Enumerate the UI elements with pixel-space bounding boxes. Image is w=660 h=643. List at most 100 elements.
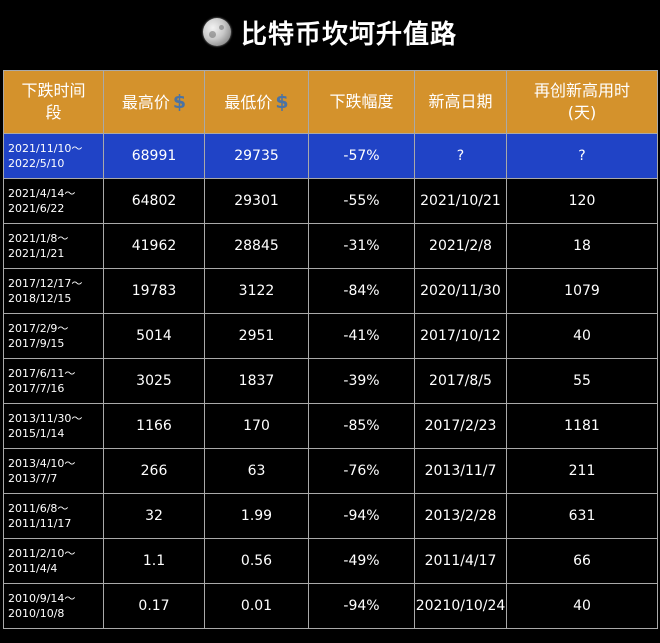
period-end: 2010/10/8: [8, 607, 65, 620]
cell-low: 63: [204, 448, 309, 494]
cell-new-high-date: 20210/10/24: [414, 583, 507, 629]
table-row: 2013/4/10～ 2013/7/7 266 63 -76% 2013/11/7 211: [3, 448, 658, 494]
table-row: 2017/12/17～ 2018/12/15 19783 3122 -84% 2020/1…: [3, 268, 658, 314]
dollar-sign-icon: $: [275, 90, 289, 113]
header-drop: 下跌幅度: [308, 70, 415, 134]
header-new-high-label: 新高日期: [428, 92, 493, 111]
table-row: 2017/6/11～ 2017/7/16 3025 1837 -39% 2017/8/5 5…: [3, 358, 658, 404]
header-period-line1: 下跌时间: [21, 81, 86, 100]
table-row: 2017/2/9～ 2017/9/15 5014 2951 -41% 2017/10/12…: [3, 313, 658, 359]
cell-high: 1166: [103, 403, 205, 449]
cell-low: 1.99: [204, 493, 309, 539]
cell-high: 64802: [103, 178, 205, 224]
cell-days: ?: [506, 133, 658, 179]
period-start: 2011/2/10～: [8, 547, 76, 560]
period-start: 2013/11/30～: [8, 412, 83, 425]
cell-drop: -31%: [308, 223, 415, 269]
cell-days: 40: [506, 313, 658, 359]
cell-drop: -94%: [308, 493, 415, 539]
cell-period: 2010/9/14～ 2010/10/8: [3, 583, 104, 629]
cell-period: 2021/11/10～ 2022/5/10: [3, 133, 104, 179]
cell-new-high-date: ?: [414, 133, 507, 179]
cell-drop: -85%: [308, 403, 415, 449]
title-bar: 比特币坎坷升值路: [0, 0, 660, 64]
cell-days: 40: [506, 583, 658, 629]
cell-new-high-date: 2021/10/21: [414, 178, 507, 224]
period-end: 2011/4/4: [8, 562, 58, 575]
header-days: 再创新高用时 (天): [506, 70, 658, 134]
header-low: 最低价 $: [204, 70, 309, 134]
cell-new-high-date: 2011/4/17: [414, 538, 507, 584]
table-row: 2011/6/8～ 2011/11/17 32 1.99 -94% 2013/2/28 63…: [3, 493, 658, 539]
cell-drop: -84%: [308, 268, 415, 314]
cell-new-high-date: 2013/2/28: [414, 493, 507, 539]
cell-days: 120: [506, 178, 658, 224]
cell-high: 19783: [103, 268, 205, 314]
table-row: 2010/9/14～ 2010/10/8 0.17 0.01 -94% 20210/10/…: [3, 583, 658, 629]
cell-period: 2013/4/10～ 2013/7/7: [3, 448, 104, 494]
cell-low: 28845: [204, 223, 309, 269]
header-high: 最高价 $: [103, 70, 205, 134]
header-period: 下跌时间 段: [3, 70, 104, 134]
cell-low: 3122: [204, 268, 309, 314]
cell-period: 2011/6/8～ 2011/11/17: [3, 493, 104, 539]
header-new-high: 新高日期: [414, 70, 507, 134]
cell-low: 170: [204, 403, 309, 449]
header-drop-label: 下跌幅度: [329, 92, 394, 111]
table-row: 2021/1/8～ 2021/1/21 41962 28845 -31% 2021/2/8…: [3, 223, 658, 269]
cell-period: 2021/4/14～ 2021/6/22: [3, 178, 104, 224]
cell-days: 55: [506, 358, 658, 404]
period-end: 2017/7/16: [8, 382, 65, 395]
moon-icon: [202, 18, 231, 46]
period-end: 2022/5/10: [8, 157, 65, 170]
cell-days: 631: [506, 493, 658, 539]
period-start: 2011/6/8～: [8, 502, 69, 515]
table-row: 2013/11/30～ 2015/1/14 1166 170 -85% 2017/2/23…: [3, 403, 658, 449]
cell-period: 2017/6/11～ 2017/7/16: [3, 358, 104, 404]
header-days-line1: 再创新高用时: [533, 81, 630, 100]
period-start: 2021/1/8～: [8, 232, 69, 245]
header-high-label: 最高价: [121, 92, 170, 112]
cell-new-high-date: 2021/2/8: [414, 223, 507, 269]
cell-drop: -94%: [308, 583, 415, 629]
period-start: 2017/2/9～: [8, 322, 69, 335]
cell-period: 2013/11/30～ 2015/1/14: [3, 403, 104, 449]
cell-period: 2017/12/17～ 2018/12/15: [3, 268, 104, 314]
period-end: 2015/1/14: [8, 427, 65, 440]
table-row: 2021/11/10～ 2022/5/10 68991 29735 -57%??: [3, 133, 658, 179]
header-low-label: 最低价: [224, 92, 273, 112]
cell-drop: -55%: [308, 178, 415, 224]
cell-drop: -49%: [308, 538, 415, 584]
cell-low: 0.56: [204, 538, 309, 584]
cell-drop: -76%: [308, 448, 415, 494]
cell-new-high-date: 2017/8/5: [414, 358, 507, 404]
period-start: 2017/6/11～: [8, 367, 76, 380]
table-body: 2021/11/10～ 2022/5/10 68991 29735 -57%?? 2021…: [3, 133, 658, 629]
period-start: 2010/9/14～: [8, 592, 76, 605]
cell-drop: -57%: [308, 133, 415, 179]
cell-low: 0.01: [204, 583, 309, 629]
cell-low: 29735: [204, 133, 309, 179]
period-start: 2013/4/10～: [8, 457, 76, 470]
cell-days: 1181: [506, 403, 658, 449]
period-end: 2018/12/15: [8, 292, 72, 305]
cell-high: 68991: [103, 133, 205, 179]
cell-high: 32: [103, 493, 205, 539]
cell-low: 2951: [204, 313, 309, 359]
cell-high: 1.1: [103, 538, 205, 584]
cell-high: 5014: [103, 313, 205, 359]
bitcoin-drawdown-table: 下跌时间 段 最高价 $ 最低价 $ 下跌幅度 新高日期 再创新高用时 (天) 20…: [3, 70, 658, 629]
period-end: 2021/1/21: [8, 247, 65, 260]
header-period-line2: 段: [45, 103, 62, 122]
cell-days: 211: [506, 448, 658, 494]
cell-drop: -39%: [308, 358, 415, 404]
cell-days: 18: [506, 223, 658, 269]
cell-new-high-date: 2017/10/12: [414, 313, 507, 359]
table-row: 2011/2/10～ 2011/4/4 1.1 0.56 -49% 2011/4/17 66: [3, 538, 658, 584]
cell-days: 1079: [506, 268, 658, 314]
header-days-line2: (天): [567, 103, 597, 122]
cell-new-high-date: 2020/11/30: [414, 268, 507, 314]
table-header: 下跌时间 段 最高价 $ 最低价 $ 下跌幅度 新高日期 再创新高用时 (天): [3, 70, 658, 134]
period-start: 2021/11/10～: [8, 142, 83, 155]
cell-period: 2011/2/10～ 2011/4/4: [3, 538, 104, 584]
